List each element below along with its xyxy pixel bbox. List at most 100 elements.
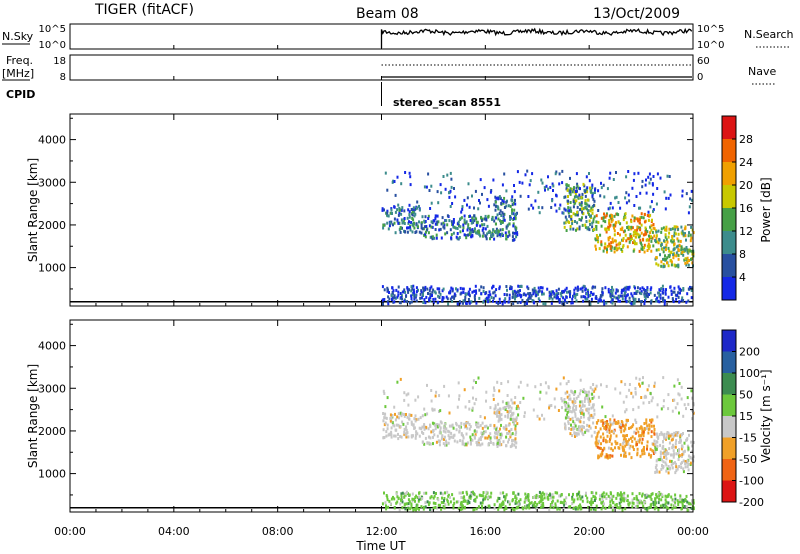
echo-cell [670, 239, 673, 243]
echo-cell [650, 454, 653, 458]
echo-cell [458, 236, 461, 239]
echo-cell [525, 506, 528, 510]
echo-cell [388, 224, 391, 228]
echo-cell [581, 431, 584, 435]
echo-cell [571, 434, 574, 437]
y-tick-label: 4000 [38, 134, 66, 147]
echo-cell [386, 498, 389, 502]
echo-cell [600, 452, 603, 456]
echo-cell [473, 402, 476, 406]
echo-cell [658, 494, 661, 498]
echo-cell [589, 302, 592, 306]
echo-cell [528, 295, 531, 298]
echo-cell [567, 206, 570, 210]
echo-cell [397, 437, 400, 441]
echo-cell [595, 227, 598, 231]
echo-cell [689, 239, 692, 243]
power-colorbar-label: Power [dB] [759, 177, 773, 242]
echo-cell [510, 428, 513, 431]
echo-cell [646, 244, 649, 248]
echo-cell [655, 248, 658, 252]
echo-cell [677, 239, 680, 243]
echo-cell [406, 507, 409, 511]
echo-cell [419, 292, 422, 296]
echo-cell [392, 495, 394, 499]
echo-cell [498, 195, 501, 199]
echo-cell [647, 242, 650, 246]
echo-cell [409, 507, 412, 511]
echo-cell [497, 419, 500, 423]
echo-cell [408, 210, 411, 214]
echo-cell [381, 502, 384, 506]
echo-cell [604, 286, 607, 290]
echo-cell [496, 436, 499, 440]
x-tick-label: 20:00 [573, 525, 605, 538]
echo-cell [410, 208, 413, 211]
echo-cell [590, 206, 593, 210]
echo-cell [416, 200, 419, 204]
echo-cell [645, 232, 648, 236]
echo-cell [403, 503, 406, 507]
echo-cell [441, 289, 444, 293]
echo-cell [460, 421, 463, 425]
echo-cell [671, 507, 674, 511]
echo-cell [506, 410, 509, 414]
echo-cell [495, 196, 498, 200]
echo-cell [393, 405, 396, 409]
echo-cell [513, 201, 515, 205]
echo-cell [617, 299, 620, 303]
echo-cell [662, 263, 665, 266]
echo-cell [685, 192, 688, 196]
echo-cell [625, 420, 628, 424]
echo-cell [682, 470, 685, 474]
echo-cell [511, 507, 514, 511]
echo-cell [591, 221, 594, 225]
echo-cell [579, 409, 582, 413]
echo-cell [506, 293, 508, 297]
echo-cell [571, 416, 574, 420]
echo-cell [555, 296, 558, 300]
echo-cell [531, 504, 534, 508]
echo-cell [622, 441, 625, 445]
echo-cell [675, 469, 678, 473]
echo-cell [434, 297, 437, 301]
echo-cell [656, 187, 659, 190]
echo-cell [388, 291, 390, 294]
echo-cell [404, 507, 407, 511]
echo-cell [511, 439, 513, 442]
echo-cell [684, 248, 687, 252]
echo-cell [455, 287, 457, 291]
echo-cell [487, 294, 490, 297]
echo-cell [402, 290, 405, 294]
echo-cell [622, 218, 625, 222]
echo-cell [511, 212, 514, 216]
echo-cell [577, 504, 580, 508]
echo-cell [470, 492, 473, 496]
echo-cell [647, 210, 650, 214]
echo-cell [404, 427, 407, 431]
echo-cell [603, 495, 606, 499]
echo-cell [511, 195, 514, 199]
echo-cell [411, 422, 414, 426]
echo-cell [653, 428, 656, 431]
echo-cell [542, 302, 545, 306]
echo-cell [611, 448, 614, 452]
echo-cell [386, 188, 389, 192]
echo-cell [648, 234, 650, 238]
echo-cell [569, 225, 572, 228]
echo-cell [496, 441, 499, 445]
echo-cell [643, 220, 646, 224]
echo-cell [559, 292, 562, 296]
echo-cell [611, 218, 614, 222]
echo-cell [667, 235, 670, 239]
echo-cell [565, 295, 568, 299]
echo-cell [466, 196, 469, 200]
echo-cell [589, 386, 592, 390]
echo-cell [517, 413, 520, 417]
echo-cell [679, 438, 682, 442]
echo-cell [563, 498, 566, 502]
cpid-row: CPID stereo_scan 8551 [6, 82, 501, 109]
echo-cell [439, 491, 442, 495]
echo-cell [589, 186, 591, 190]
echo-cell [403, 413, 406, 416]
